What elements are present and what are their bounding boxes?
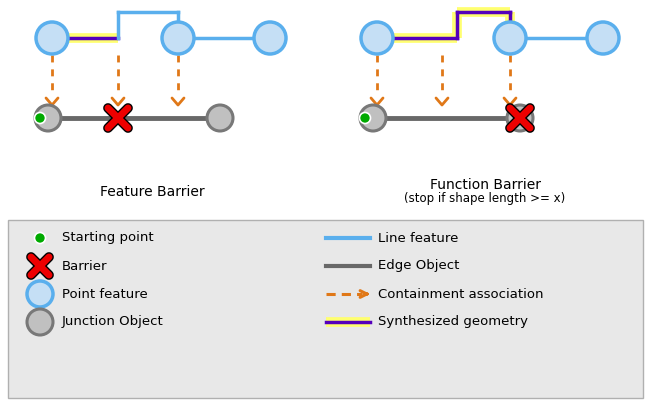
Text: Barrier: Barrier [62, 259, 107, 273]
Text: Containment association: Containment association [378, 288, 543, 301]
Text: Starting point: Starting point [62, 231, 153, 244]
Circle shape [359, 113, 370, 124]
Circle shape [34, 113, 46, 124]
Circle shape [361, 22, 393, 54]
Circle shape [507, 105, 533, 131]
Text: Feature Barrier: Feature Barrier [99, 185, 204, 199]
Circle shape [254, 22, 286, 54]
Text: Junction Object: Junction Object [62, 315, 164, 328]
Circle shape [494, 22, 526, 54]
Text: Line feature: Line feature [378, 231, 458, 244]
Text: Synthesized geometry: Synthesized geometry [378, 315, 528, 328]
Circle shape [27, 309, 53, 335]
Text: Edge Object: Edge Object [378, 259, 460, 273]
Circle shape [207, 105, 233, 131]
Text: (stop if shape length >= x): (stop if shape length >= x) [404, 192, 566, 205]
Circle shape [35, 105, 61, 131]
Circle shape [587, 22, 619, 54]
Circle shape [34, 233, 46, 244]
Circle shape [360, 105, 386, 131]
Text: Point feature: Point feature [62, 288, 148, 301]
Circle shape [36, 22, 68, 54]
Circle shape [162, 22, 194, 54]
Text: Function Barrier: Function Barrier [430, 178, 541, 192]
FancyBboxPatch shape [8, 220, 643, 398]
Circle shape [27, 281, 53, 307]
